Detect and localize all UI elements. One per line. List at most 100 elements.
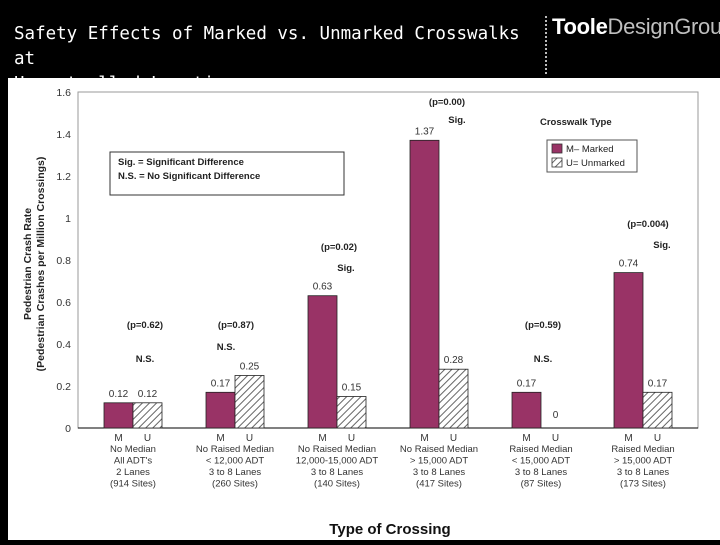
series-letter-marked: M <box>624 433 632 444</box>
logo-bold-text: Toole <box>552 14 608 39</box>
category-label-line: 2 Lanes <box>116 467 150 478</box>
series-letter-marked: M <box>114 433 122 444</box>
legend-label-marked: M– Marked <box>566 144 614 155</box>
significance-result-label: Sig. <box>448 115 465 126</box>
y-tick-label: 1 <box>65 213 71 225</box>
significance-result-label: Sig. <box>653 240 670 251</box>
legend-label-unmarked: U= Unmarked <box>566 158 625 169</box>
bar-marked <box>205 391 236 429</box>
category-label-line: 3 to 8 Lanes <box>311 467 364 478</box>
note-sig: Sig. = Significant Difference <box>118 157 244 168</box>
series-letter-marked: M <box>522 433 530 444</box>
bar-marked <box>511 391 542 429</box>
bar-marked <box>409 139 440 429</box>
y-tick-label: 0.8 <box>56 255 71 267</box>
value-label-unmarked: 0.17 <box>648 378 668 389</box>
value-label-marked: 0.12 <box>109 389 129 400</box>
p-value-label: (p=0.62) <box>127 320 163 331</box>
value-label-marked: 0.17 <box>211 378 231 389</box>
category-label-line: 3 to 8 Lanes <box>515 467 568 478</box>
category-label-line: 12,000-15,000 ADT <box>296 456 379 467</box>
p-value-label: (p=0.87) <box>218 320 254 331</box>
category-label-line: (140 Sites) <box>314 479 360 490</box>
y-tick-label: 0 <box>65 423 71 435</box>
category-label-line: No Raised Median <box>196 444 274 455</box>
value-label-unmarked: 0.12 <box>138 389 158 400</box>
value-label-marked: 0.63 <box>313 282 333 293</box>
y-tick-label: 1.6 <box>56 87 71 99</box>
chart-legend: Crosswalk Type M– Marked U= Unmarked <box>540 117 638 173</box>
x-axis-label: Type of Crossing <box>329 521 450 538</box>
y-tick-labels: 0 0.2 0.4 0.6 0.8 1 1.2 1.4 1.6 <box>56 87 71 435</box>
category-label-line: (417 Sites) <box>416 479 462 490</box>
bar-unmarked <box>438 368 469 429</box>
p-value-label: (p=0.004) <box>627 219 668 230</box>
y-tick-label: 0.2 <box>56 381 71 393</box>
category-label-line: (173 Sites) <box>620 479 666 490</box>
category-label-line: No Raised Median <box>298 444 376 455</box>
series-letter-unmarked: U <box>654 433 661 444</box>
legend-swatch-marked <box>551 143 563 154</box>
bar-marked <box>613 272 644 429</box>
series-letter-unmarked: U <box>348 433 355 444</box>
bar-marked <box>307 295 338 429</box>
category-label-line: Raised Median <box>611 444 674 455</box>
bar-unmarked <box>132 402 163 429</box>
significance-result-label: Sig. <box>337 263 354 274</box>
bar-unmarked <box>642 391 673 429</box>
y-axis-label-units: (Pedestrian Crashes per Million Crossing… <box>35 157 47 372</box>
note-ns: N.S. = No Significant Difference <box>118 171 260 182</box>
significance-annotations: (p=0.62) N.S. (p=0.87) N.S. (p=0.02) Sig. (p=0… <box>127 97 671 365</box>
significance-result-label: N.S. <box>534 354 552 365</box>
category-label-line: Raised Median <box>509 444 572 455</box>
category-label-line: (914 Sites) <box>110 479 156 490</box>
series-letter-marked: M <box>420 433 428 444</box>
p-value-label: (p=0.59) <box>525 320 561 331</box>
chart-panel: 0 0.2 0.4 0.6 0.8 1 1.2 1.4 1.6 Pedestrian Crash… <box>0 78 720 540</box>
series-letter-unmarked: U <box>450 433 457 444</box>
significance-result-label: N.S. <box>136 354 154 365</box>
series-letter-unmarked: U <box>552 433 559 444</box>
p-value-label: (p=0.02) <box>321 242 357 253</box>
significance-result-label: N.S. <box>217 342 235 353</box>
category-label-line: < 12,000 ADT <box>206 456 265 467</box>
category-label-line: > 15,000 ADT <box>614 456 673 467</box>
bar-marked <box>103 402 134 429</box>
legend-title: Crosswalk Type <box>540 117 612 128</box>
category-label-line: 3 to 8 Lanes <box>413 467 466 478</box>
value-label-marked: 1.37 <box>415 126 435 137</box>
value-label-unmarked: 0.15 <box>342 383 362 394</box>
value-label-unmarked: 0 <box>553 410 559 421</box>
value-labels: 0.12 0.12 0.17 0.25 0.63 0.15 1.37 0.28 0.17 0 0.7… <box>109 126 668 421</box>
category-label-line: > 15,000 ADT <box>410 456 469 467</box>
y-tick-label: 1.2 <box>56 171 71 183</box>
significance-note-box: Sig. = Significant Difference N.S. = No … <box>109 151 345 196</box>
category-label-line: 3 to 8 Lanes <box>209 467 262 478</box>
category-label-line: (87 Sites) <box>521 479 562 490</box>
category-label-line: No Raised Median <box>400 444 478 455</box>
category-label-line: (260 Sites) <box>212 479 258 490</box>
value-label-unmarked: 0.25 <box>240 362 260 373</box>
bar-unmarked <box>234 375 265 429</box>
category-label-line: No Median <box>110 444 156 455</box>
bar-series <box>103 139 673 429</box>
logo-light-text: DesignGroup <box>607 14 720 39</box>
legend-swatch-unmarked <box>551 157 563 168</box>
category-label-line: All ADT's <box>114 456 152 467</box>
series-letter-unmarked: U <box>246 433 253 444</box>
y-tick-label: 1.4 <box>56 129 71 141</box>
value-label-marked: 0.74 <box>619 259 639 270</box>
y-tick-label: 0.4 <box>56 339 71 351</box>
series-letter-marked: M <box>216 433 224 444</box>
y-axis-label: Pedestrian Crash Rate <box>22 208 34 320</box>
series-letter-unmarked: U <box>144 433 151 444</box>
crash-rate-chart: 0 0.2 0.4 0.6 0.8 1 1.2 1.4 1.6 Pedestrian Crash… <box>8 78 720 540</box>
value-label-unmarked: 0.28 <box>444 355 464 366</box>
category-label-line: 3 to 8 Lanes <box>617 467 670 478</box>
header-divider <box>545 16 547 74</box>
series-letter-marked: M <box>318 433 326 444</box>
category-label-line: < 15,000 ADT <box>512 456 571 467</box>
bar-unmarked <box>336 396 367 429</box>
note-box-frame <box>109 151 345 196</box>
